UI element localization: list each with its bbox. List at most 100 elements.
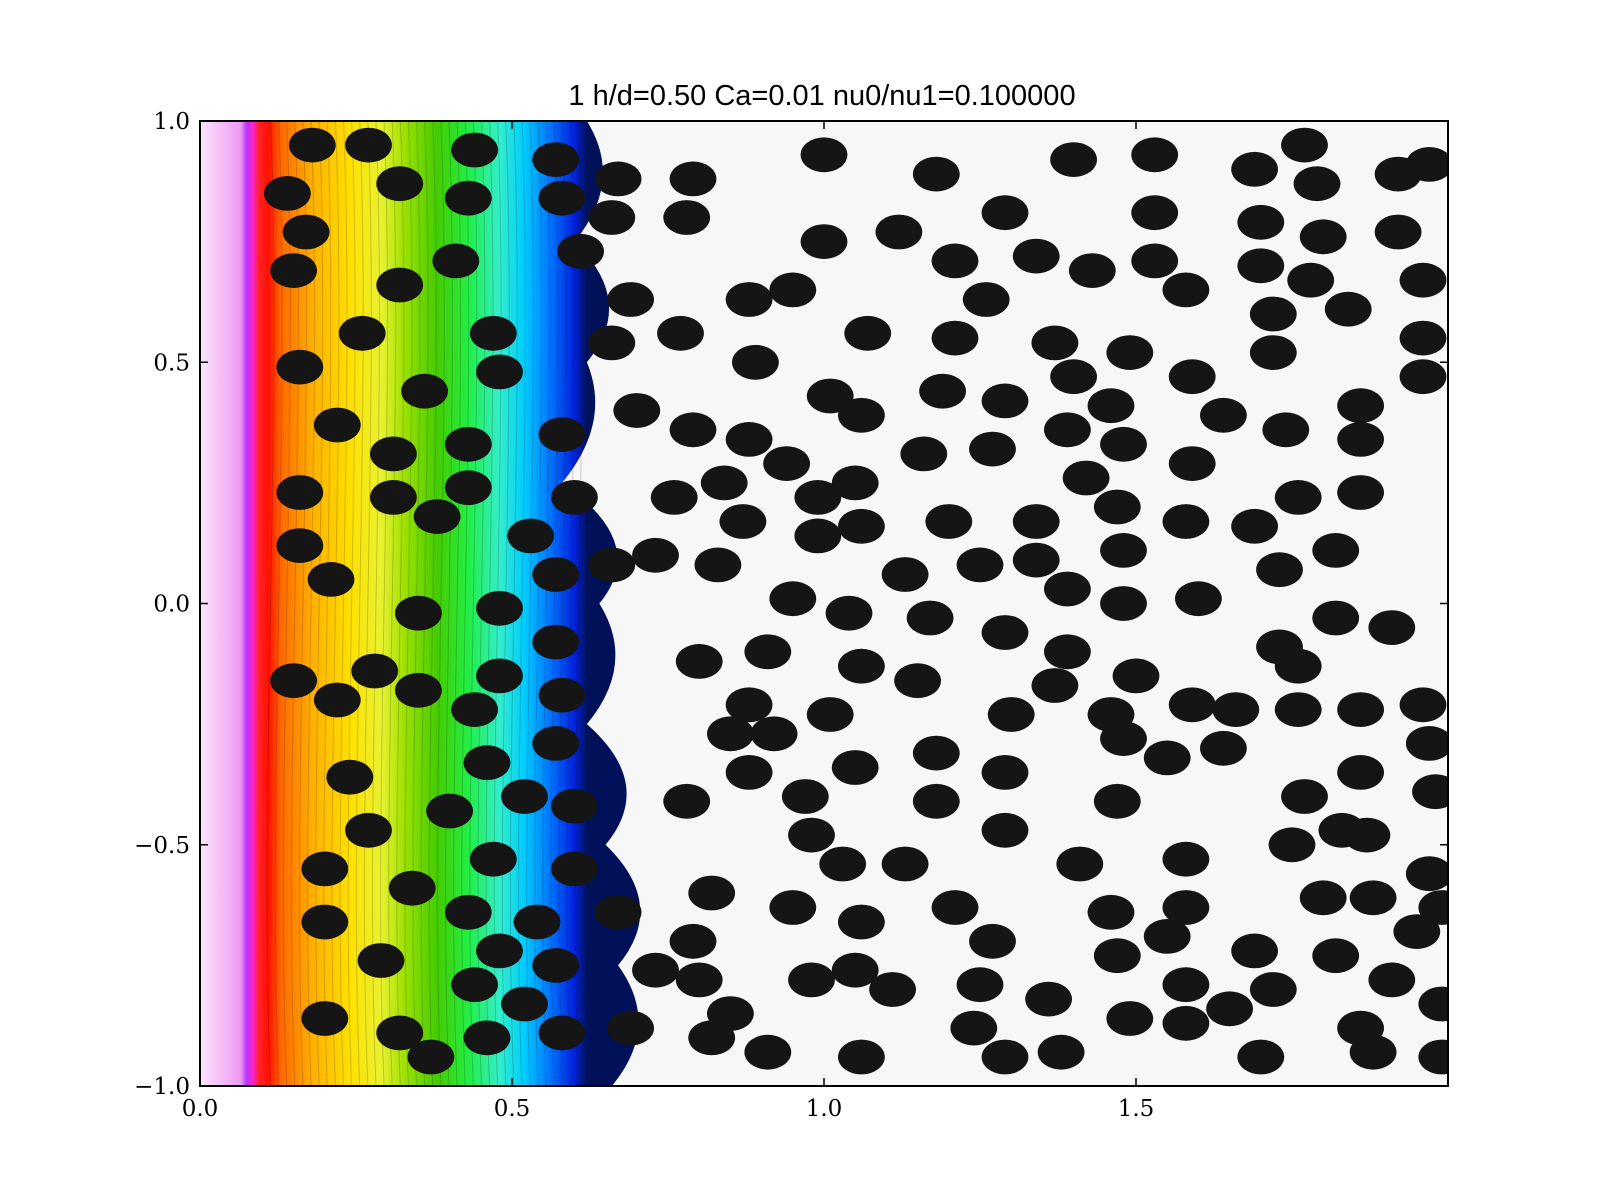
obstacle-disk: [1068, 253, 1116, 288]
obstacle-disk: [707, 716, 754, 752]
contour-line: [534, 121, 543, 1086]
obstacle-disk: [1050, 142, 1097, 178]
obstacle-disk: [432, 243, 480, 279]
x-axis: 0.0 0.5 1.0 1.5: [182, 121, 1154, 1122]
obstacle-disk: [1175, 581, 1222, 617]
obstacle-disk: [1337, 755, 1384, 790]
obstacle-disk: [307, 562, 355, 597]
obstacle-disk: [688, 1020, 736, 1056]
obstacle-disk: [650, 480, 698, 515]
obstacle-disk: [838, 508, 885, 544]
obstacle-disk: [1418, 1039, 1448, 1075]
obstacle-disk: [1168, 359, 1216, 395]
obstacle-disk: [1100, 533, 1147, 568]
obstacle-disk: [806, 697, 854, 732]
obstacle-disk: [1312, 533, 1360, 568]
obstacle-disk: [313, 407, 361, 443]
obstacle-disk: [1399, 359, 1447, 395]
obstacle-disk: [1237, 1039, 1285, 1075]
contour-line: [355, 121, 364, 1086]
obstacle-disk: [407, 1039, 455, 1075]
obstacle-disk: [1044, 571, 1091, 607]
obstacle-disk: [1131, 137, 1179, 173]
obstacle-disk: [551, 480, 598, 515]
obstacle-disk: [288, 127, 336, 163]
contour-line: [298, 121, 307, 1086]
obstacle-disk: [657, 315, 704, 351]
x-tick-label: 1.0: [806, 1096, 843, 1122]
obstacle-disk: [669, 161, 717, 197]
contour-line: [347, 121, 356, 1086]
obstacle-disk: [831, 952, 879, 988]
obstacle-disk: [370, 436, 417, 472]
obstacle-disk: [270, 253, 317, 288]
obstacle-disk: [981, 812, 1029, 848]
contour-line: [307, 121, 316, 1086]
x-tick-label: 0.0: [182, 1096, 219, 1122]
obstacle-disk: [501, 986, 548, 1022]
obstacle-disk: [1112, 658, 1160, 694]
obstacle-disk: [931, 890, 979, 925]
obstacle-disk: [806, 378, 854, 414]
obstacle-layer: [264, 127, 1448, 1075]
obstacle-disk: [981, 755, 1029, 790]
contour-line: [315, 121, 324, 1086]
obstacle-disk: [1037, 1034, 1085, 1070]
obstacle-disk: [1368, 610, 1416, 645]
obstacle-disk: [1412, 774, 1448, 810]
obstacle-disk: [1206, 991, 1253, 1027]
obstacle-disk: [794, 480, 842, 515]
obstacle-disk: [476, 658, 523, 694]
obstacle-disk: [669, 923, 717, 959]
obstacle-disk: [725, 755, 773, 790]
obstacle-disk: [376, 1015, 424, 1051]
obstacle-disk: [376, 267, 424, 303]
obstacle-disk: [725, 282, 773, 317]
obstacle-disk: [388, 870, 436, 906]
obstacle-disk: [1056, 846, 1104, 882]
obstacle-disk: [1393, 914, 1441, 949]
obstacle-disk: [838, 1039, 885, 1075]
obstacle-disk: [276, 475, 324, 510]
obstacle-disk: [413, 499, 461, 534]
obstacle-disk: [607, 282, 654, 317]
y-tick-label: −0.5: [134, 833, 190, 859]
obstacle-disk: [1093, 783, 1141, 819]
obstacle-disk: [800, 224, 848, 259]
obstacle-disk: [1268, 827, 1316, 863]
contour-line: [526, 121, 535, 1086]
obstacle-disk: [501, 779, 548, 814]
obstacle-disk: [838, 904, 885, 940]
obstacle-disk: [675, 962, 723, 998]
obstacle-disk: [1237, 204, 1285, 240]
obstacle-disk: [551, 851, 598, 887]
obstacle-disk: [906, 600, 954, 636]
obstacle-disk: [1249, 335, 1297, 370]
obstacle-disk: [345, 812, 392, 848]
obstacle-disk: [719, 504, 767, 539]
obstacle-disk: [351, 653, 399, 689]
obstacle-disk: [532, 624, 580, 660]
obstacle-disk: [588, 200, 636, 235]
y-tick-label: 0.0: [153, 592, 190, 618]
obstacle-disk: [981, 195, 1029, 231]
obstacle-disk: [532, 948, 580, 983]
obstacle-disk: [1299, 219, 1347, 255]
obstacle-disk: [338, 315, 386, 351]
obstacle-disk: [1418, 986, 1448, 1022]
obstacle-disk: [444, 470, 492, 506]
obstacle-disk: [838, 397, 885, 433]
obstacle-disk: [700, 465, 748, 501]
obstacle-disk: [1349, 1034, 1397, 1070]
obstacle-disk: [1031, 668, 1079, 703]
obstacle-disk: [962, 282, 1010, 317]
obstacle-disk: [469, 841, 517, 877]
obstacle-disk: [744, 1034, 792, 1070]
obstacle-disk: [1012, 238, 1060, 274]
obstacle-disk: [270, 663, 317, 699]
obstacle-disk: [594, 161, 642, 197]
obstacle-disk: [532, 726, 580, 761]
obstacle-disk: [750, 716, 798, 752]
obstacle-disk: [769, 272, 817, 308]
obstacle-disk: [788, 817, 835, 853]
